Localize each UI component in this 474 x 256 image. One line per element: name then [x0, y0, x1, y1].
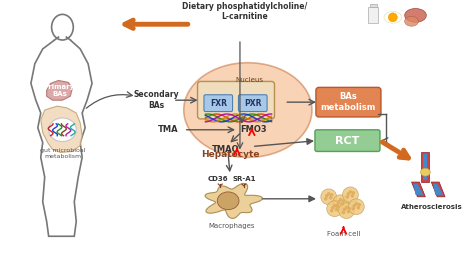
- Circle shape: [357, 203, 361, 207]
- Bar: [368, 7, 378, 23]
- Circle shape: [346, 210, 350, 214]
- Circle shape: [345, 206, 348, 209]
- Circle shape: [343, 187, 358, 203]
- Circle shape: [342, 211, 345, 214]
- Circle shape: [333, 195, 348, 211]
- Circle shape: [342, 199, 345, 202]
- Circle shape: [337, 200, 340, 204]
- Circle shape: [321, 189, 337, 205]
- Ellipse shape: [49, 118, 76, 142]
- Text: Foam cell: Foam cell: [327, 231, 360, 237]
- Circle shape: [331, 206, 335, 209]
- Polygon shape: [205, 184, 263, 218]
- FancyBboxPatch shape: [315, 130, 380, 152]
- Ellipse shape: [184, 63, 312, 157]
- Circle shape: [349, 190, 352, 194]
- Text: TMA: TMA: [158, 125, 178, 134]
- Circle shape: [338, 203, 355, 219]
- Circle shape: [355, 202, 358, 206]
- Polygon shape: [411, 182, 425, 197]
- Circle shape: [346, 195, 349, 199]
- Text: Dietary phosphatidylcholine/
L-carnitine: Dietary phosphatidylcholine/ L-carnitine: [182, 2, 308, 21]
- Polygon shape: [431, 182, 445, 197]
- FancyBboxPatch shape: [198, 81, 274, 119]
- Circle shape: [325, 194, 328, 198]
- Circle shape: [330, 193, 333, 197]
- Text: TMAO: TMAO: [212, 145, 240, 154]
- Circle shape: [327, 201, 343, 217]
- Circle shape: [353, 204, 356, 207]
- Circle shape: [330, 209, 333, 212]
- Circle shape: [352, 191, 355, 195]
- Circle shape: [333, 204, 337, 207]
- Text: BAs
metabolism: BAs metabolism: [321, 92, 376, 112]
- Text: Atherosclerosis: Atherosclerosis: [401, 204, 463, 210]
- Polygon shape: [433, 184, 443, 195]
- Circle shape: [335, 208, 338, 211]
- Text: Secondary
BAs: Secondary BAs: [133, 90, 179, 110]
- Text: Nucleus: Nucleus: [236, 78, 264, 83]
- Circle shape: [356, 206, 360, 209]
- Text: CD36: CD36: [208, 176, 228, 182]
- Polygon shape: [46, 80, 73, 100]
- Text: PXR: PXR: [244, 99, 262, 108]
- Polygon shape: [41, 106, 82, 153]
- Ellipse shape: [217, 192, 239, 210]
- Text: FXR: FXR: [210, 99, 227, 108]
- Text: RCT: RCT: [335, 136, 360, 146]
- Polygon shape: [413, 184, 423, 195]
- Text: FMO3: FMO3: [240, 125, 266, 134]
- Text: gut microbioal
metabolism: gut microbioal metabolism: [40, 148, 85, 159]
- Polygon shape: [423, 154, 428, 180]
- Circle shape: [351, 194, 354, 198]
- Text: Macrophages: Macrophages: [209, 223, 255, 229]
- Circle shape: [336, 205, 339, 208]
- Circle shape: [388, 13, 397, 22]
- Text: Primary
BAs: Primary BAs: [44, 84, 75, 97]
- Circle shape: [347, 207, 351, 210]
- Circle shape: [324, 197, 328, 201]
- FancyBboxPatch shape: [204, 95, 233, 112]
- Ellipse shape: [420, 168, 430, 176]
- Circle shape: [343, 208, 346, 211]
- Circle shape: [341, 202, 344, 206]
- Circle shape: [327, 192, 330, 196]
- Circle shape: [346, 192, 350, 196]
- Circle shape: [329, 196, 332, 200]
- Circle shape: [339, 198, 342, 201]
- Polygon shape: [421, 153, 429, 182]
- Text: Hepatocyte: Hepatocyte: [201, 150, 259, 159]
- Circle shape: [336, 203, 339, 207]
- Ellipse shape: [405, 8, 426, 22]
- Circle shape: [352, 207, 355, 210]
- FancyBboxPatch shape: [316, 87, 381, 117]
- FancyBboxPatch shape: [238, 95, 267, 112]
- Text: SR-A1: SR-A1: [232, 176, 255, 182]
- Bar: [370, 4, 376, 7]
- Ellipse shape: [405, 16, 419, 26]
- Circle shape: [348, 199, 364, 215]
- Ellipse shape: [384, 12, 401, 23]
